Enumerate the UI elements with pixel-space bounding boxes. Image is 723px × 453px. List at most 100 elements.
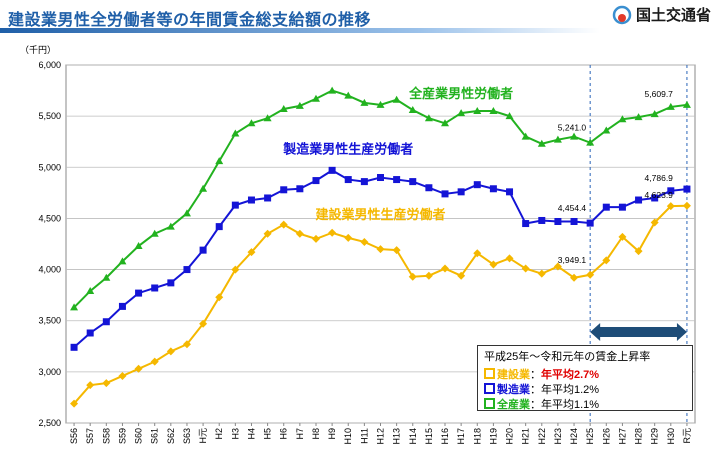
x-tick-label: H23 <box>553 428 563 445</box>
page-header: 建設業男性全労働者等の年間賃金総支給額の推移 国土交通省 <box>0 0 723 34</box>
series-line-all <box>73 89 688 309</box>
series-name-con: 建設業男性生産労働者 <box>315 207 445 222</box>
data-point-con <box>166 347 175 356</box>
legend-all-rate: 年平均1.1% <box>541 398 600 411</box>
chart-legend: 平成25年～令和元年の賃金上昇率 建設業 ： 年平均2.7% 製造業 ： 年平均… <box>477 345 693 411</box>
data-point-mfg <box>344 176 352 184</box>
data-point-mfg <box>457 188 465 196</box>
x-tick-label: R元 <box>682 428 692 444</box>
x-tick-label: H5 <box>263 428 273 440</box>
legend-con-name: 建設業 <box>497 368 530 381</box>
data-point-all <box>392 95 401 103</box>
data-point-con <box>199 319 208 328</box>
data-point-con <box>537 269 546 278</box>
data-point-all <box>537 139 546 147</box>
data-point-mfg <box>554 217 562 225</box>
data-point-con <box>328 228 337 237</box>
x-tick-label: H元 <box>198 428 208 444</box>
x-tick-label: H9 <box>327 428 337 440</box>
data-point-con <box>263 229 272 238</box>
data-point-mfg <box>409 178 417 186</box>
series-name-mfg: 製造業男性生産労働者 <box>282 142 413 157</box>
data-point-con <box>602 256 611 265</box>
x-tick-label: H20 <box>505 428 515 445</box>
data-point-mfg <box>473 181 481 189</box>
data-point-mfg <box>635 196 643 204</box>
data-point-con <box>344 233 353 242</box>
data-point-all <box>441 119 450 127</box>
x-tick-label: H16 <box>440 428 450 445</box>
x-tick-label: H22 <box>537 428 547 445</box>
data-point-con <box>215 293 224 302</box>
data-point-mfg <box>167 279 175 287</box>
x-tick-label: H18 <box>472 428 482 445</box>
ministry-logo: 国土交通省 <box>612 4 711 25</box>
data-point-all <box>650 110 659 118</box>
data-point-all <box>553 135 562 143</box>
x-tick-label: H7 <box>295 428 305 440</box>
data-point-all <box>102 273 111 281</box>
data-point-mfg <box>522 220 530 228</box>
data-point-mfg <box>312 177 320 185</box>
data-point-all <box>134 242 143 250</box>
data-point-all <box>150 229 159 237</box>
legend-mfg-rate: 年平均1.2% <box>541 383 600 396</box>
period-arrow-shaft <box>599 327 678 337</box>
x-tick-label: S58 <box>101 428 111 444</box>
data-point-con <box>247 248 256 257</box>
data-point-mfg <box>215 223 223 231</box>
data-point-all <box>570 132 579 140</box>
data-label-mfg-start: 4,454.4 <box>558 203 587 213</box>
legend-all-name: 全産業 <box>497 398 530 411</box>
y-tick-label: 3,000 <box>38 367 61 377</box>
data-point-all <box>328 86 337 94</box>
data-point-mfg <box>151 284 159 292</box>
data-point-con <box>295 229 304 238</box>
data-point-mfg <box>651 194 659 202</box>
x-tick-label: H15 <box>424 428 434 445</box>
data-point-mfg <box>231 201 239 209</box>
x-tick-label: S63 <box>182 428 192 444</box>
data-point-con <box>311 234 320 243</box>
data-point-con <box>424 271 433 280</box>
y-tick-label: 2,500 <box>38 418 61 428</box>
data-point-all <box>376 100 385 108</box>
data-point-all <box>602 126 611 134</box>
data-point-con <box>231 265 240 274</box>
data-point-con <box>376 245 385 254</box>
data-point-all <box>215 157 224 165</box>
data-point-mfg <box>360 178 368 186</box>
series-name-all: 全産業男性労働者 <box>408 86 513 101</box>
data-point-mfg <box>102 318 110 326</box>
data-point-con <box>473 249 482 258</box>
data-point-mfg <box>393 176 401 184</box>
data-point-con <box>634 247 643 256</box>
data-point-mfg <box>86 329 94 337</box>
data-point-mfg <box>441 190 449 198</box>
data-point-mfg <box>328 166 336 174</box>
data-point-mfg <box>586 219 594 227</box>
data-point-all <box>505 112 514 120</box>
data-point-con <box>586 270 595 279</box>
mlit-logo-icon <box>612 5 632 24</box>
period-arrow-left-head <box>590 323 601 341</box>
legend-mfg-marker-icon <box>484 383 495 394</box>
x-tick-label: H6 <box>279 428 289 440</box>
x-tick-label: H27 <box>617 428 627 445</box>
data-point-mfg <box>135 289 143 297</box>
data-point-all <box>70 303 79 311</box>
y-tick-label: 3,500 <box>38 316 61 326</box>
data-point-all <box>457 109 466 117</box>
data-point-all <box>199 184 208 192</box>
data-label-mfg-end: 4,786.9 <box>645 173 674 183</box>
x-tick-label: S59 <box>117 428 127 444</box>
data-point-all <box>521 132 530 140</box>
data-point-mfg <box>425 184 433 192</box>
data-point-mfg <box>296 185 304 193</box>
data-point-mfg <box>70 343 78 351</box>
y-tick-label: 4,500 <box>38 213 61 223</box>
data-point-con <box>118 371 127 380</box>
data-point-mfg <box>280 186 288 194</box>
data-label-con-end: 4,623.9 <box>645 190 674 200</box>
